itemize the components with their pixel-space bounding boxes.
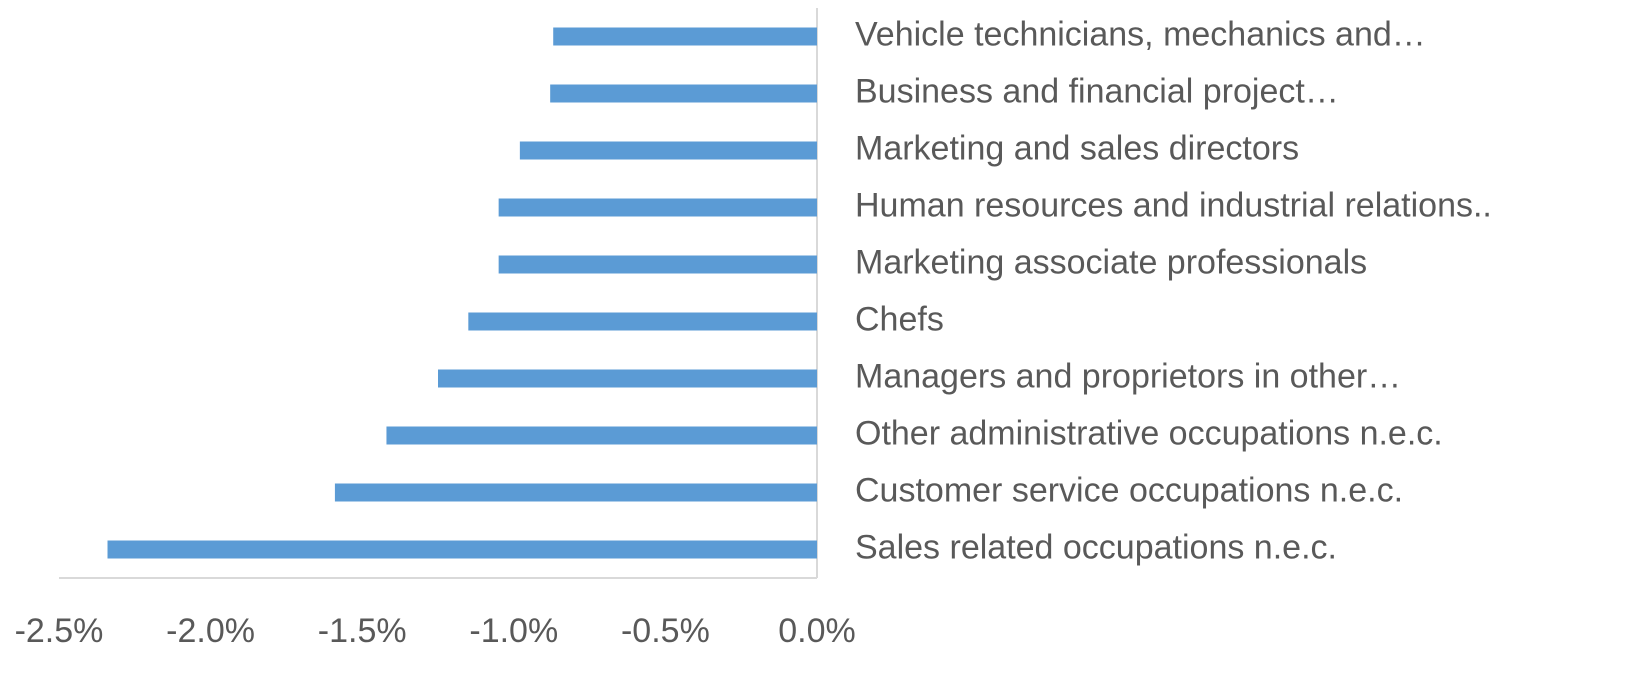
y-tick-label: Human resources and industrial relations… — [855, 186, 1492, 224]
y-tick-label: Marketing and sales directors — [855, 129, 1299, 167]
bar — [334, 483, 817, 502]
y-tick-label: Customer service occupations n.e.c. — [855, 471, 1403, 509]
y-tick-label: Managers and proprietors in other… — [855, 357, 1401, 395]
bar — [553, 27, 817, 46]
x-tick-label: 0.0% — [778, 612, 856, 650]
bar — [498, 198, 817, 217]
y-tick-label: Vehicle technicians, mechanics and… — [855, 15, 1426, 53]
bar — [498, 255, 817, 274]
y-tick-label: Marketing associate professionals — [855, 243, 1367, 281]
x-tick-label: -0.5% — [621, 612, 710, 650]
bar — [386, 426, 817, 445]
x-tick-label: -1.5% — [318, 612, 407, 650]
x-tick-label: -1.0% — [469, 612, 558, 650]
y-tick-label: Sales related occupations n.e.c. — [855, 528, 1337, 566]
bar — [519, 141, 817, 160]
y-tick-label: Business and financial project… — [855, 72, 1339, 110]
x-tick-label: -2.5% — [15, 612, 104, 650]
bar — [468, 312, 817, 331]
bar — [550, 84, 817, 103]
bar — [107, 540, 817, 559]
bar — [438, 369, 817, 388]
y-tick-label: Chefs — [855, 300, 944, 338]
x-tick-label: -2.0% — [166, 612, 255, 650]
y-tick-label: Other administrative occupations n.e.c. — [855, 414, 1443, 452]
